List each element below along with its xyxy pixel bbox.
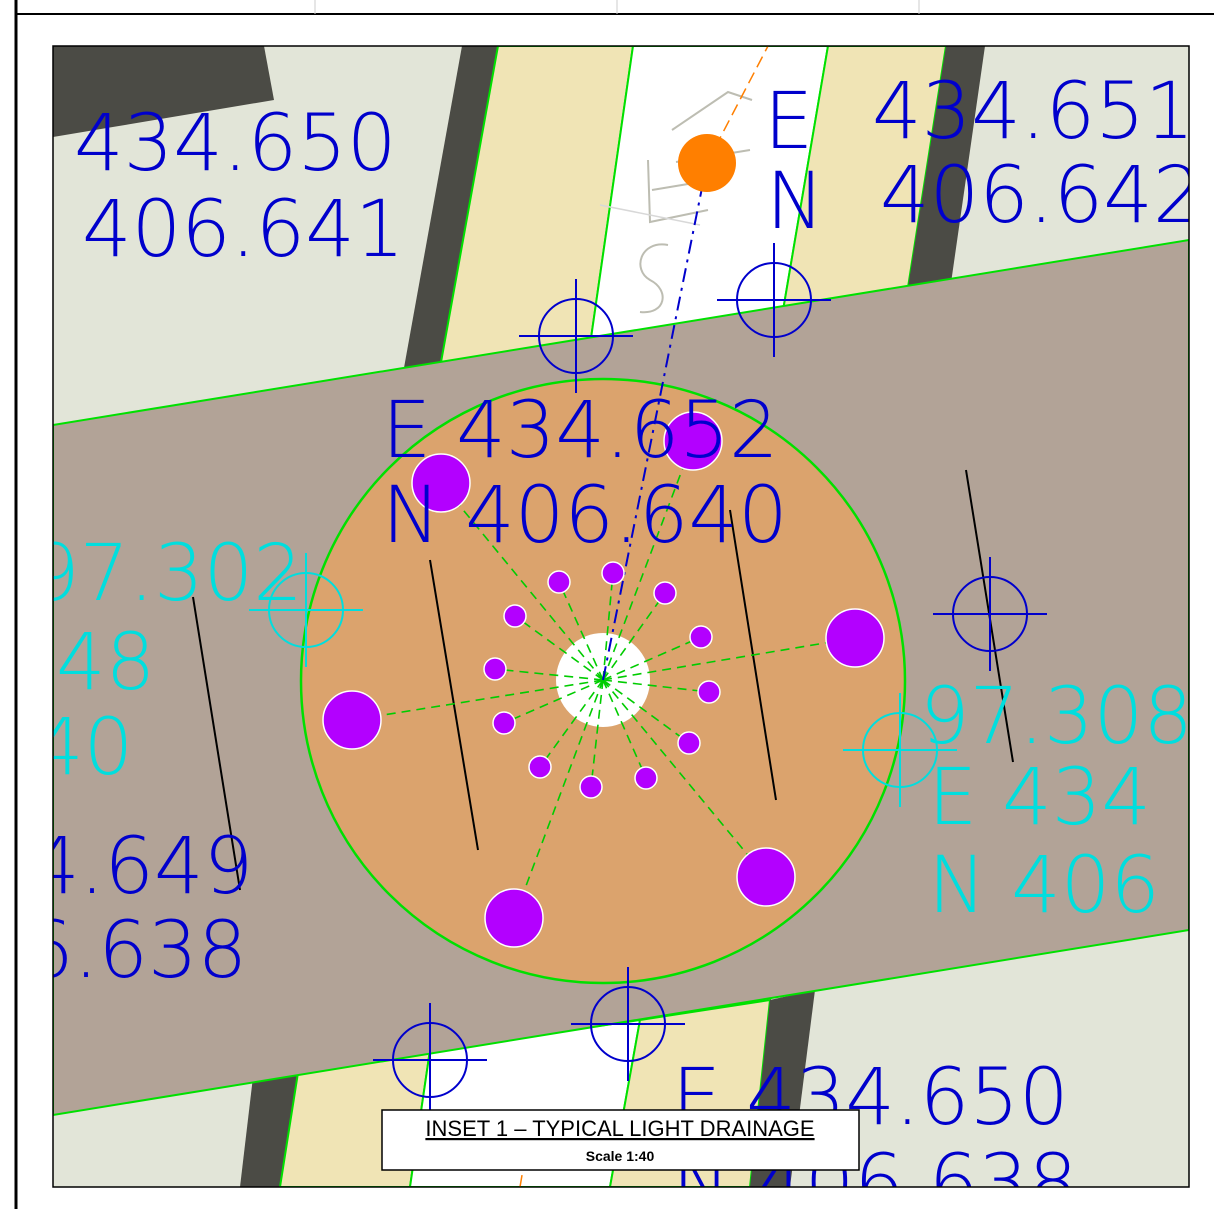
drain-connector-line — [602, 440, 694, 681]
magenta-dot-icon — [689, 625, 713, 649]
drain-connector-line — [558, 581, 604, 681]
orange-dot-icon — [678, 134, 736, 192]
magenta-dot-icon — [484, 888, 544, 948]
crosshair-circle-icon — [843, 693, 957, 807]
drain-connector-line — [602, 637, 856, 681]
drain-connector-line — [513, 679, 604, 919]
footway-joint — [599, 204, 701, 226]
coord-label: 406.641 — [82, 185, 405, 275]
crosshair-circle-icon — [249, 553, 363, 667]
kerb-strip — [400, 46, 498, 390]
drain-connector-line — [539, 679, 604, 768]
magenta-dot-icon — [528, 755, 552, 779]
title-block: INSET 1 – TYPICAL LIGHT DRAINAGE Scale 1… — [381, 1109, 860, 1171]
drain-connector-line — [602, 679, 690, 744]
coord-label: N 406.640 — [382, 471, 788, 561]
cable-route-line — [602, 162, 708, 681]
drain-connector-line — [602, 592, 666, 681]
crosshair-circle-icon — [571, 967, 685, 1081]
magenta-dot-icon — [483, 657, 507, 681]
magenta-dot-icon — [634, 766, 658, 790]
coord-label: N — [766, 157, 824, 247]
magenta-dot-icon — [579, 775, 603, 799]
coord-label: 434.650 — [74, 99, 397, 189]
crosshair-circle-icon — [519, 279, 633, 393]
drain-connector-line — [602, 679, 710, 693]
magenta-dot-icon — [677, 731, 701, 755]
crosshair-circle-icon — [373, 1003, 487, 1117]
magenta-dot-icon — [697, 680, 721, 704]
magenta-dot-icon — [503, 604, 527, 628]
coord-label: 406.642 — [880, 151, 1203, 241]
coord-label: 48 — [56, 618, 155, 708]
coord-label: E 434 — [928, 753, 1151, 843]
drain-connector-line — [602, 679, 767, 878]
coord-label: E — [764, 77, 813, 167]
magenta-dot-icon — [322, 690, 382, 750]
drain-connector-line — [351, 679, 604, 721]
kerb-strip — [906, 46, 985, 300]
viewport-frame — [52, 45, 1190, 1188]
magenta-dot-icon — [653, 581, 677, 605]
drain-connector-line — [590, 679, 604, 788]
magenta-dot-icon — [601, 561, 625, 585]
magenta-dot-icon — [411, 453, 471, 513]
magenta-dot-icon — [663, 411, 723, 471]
scale-text: Scale 1:40 — [586, 1148, 655, 1164]
coord-label: 4.649 — [30, 822, 253, 912]
coord-label: 40 — [34, 703, 133, 793]
magenta-dot-icon — [825, 608, 885, 668]
coord-label: 97.308 — [920, 672, 1193, 762]
drain-connector-line — [503, 679, 604, 724]
coord-label: 6.638 — [24, 906, 247, 996]
drain-points — [322, 411, 885, 948]
viewport-content: 434.650 406.641 E N 434.651 406.642 E 43… — [24, 46, 1203, 1187]
coord-label: 434.651 — [872, 67, 1195, 157]
crosshair-circle-icon — [717, 243, 831, 357]
magenta-dot-icon — [547, 570, 571, 594]
magenta-dot-icon — [492, 711, 516, 735]
drain-connectors — [351, 440, 856, 919]
drain-connector-line — [602, 572, 614, 681]
coordinate-labels: 434.650 406.641 E N 434.651 406.642 E 43… — [24, 67, 1203, 1187]
coord-label: N 406 — [928, 841, 1160, 931]
coord-label: 97.302 — [30, 529, 303, 619]
coord-label: E 434.652 — [382, 386, 779, 476]
drain-connector-line — [602, 679, 647, 779]
drain-connector-line — [514, 615, 604, 681]
title-text: INSET 1 – TYPICAL LIGHT DRAINAGE — [425, 1116, 814, 1141]
survey-markers — [249, 243, 1047, 1117]
title-box — [381, 1109, 860, 1171]
drain-connector-line — [494, 668, 604, 681]
drain-connector-line — [440, 482, 604, 681]
building-block — [53, 46, 274, 137]
magenta-dot-icon — [736, 847, 796, 907]
crosshair-circle-icon — [933, 557, 1047, 671]
drain-connector-line — [602, 636, 702, 681]
